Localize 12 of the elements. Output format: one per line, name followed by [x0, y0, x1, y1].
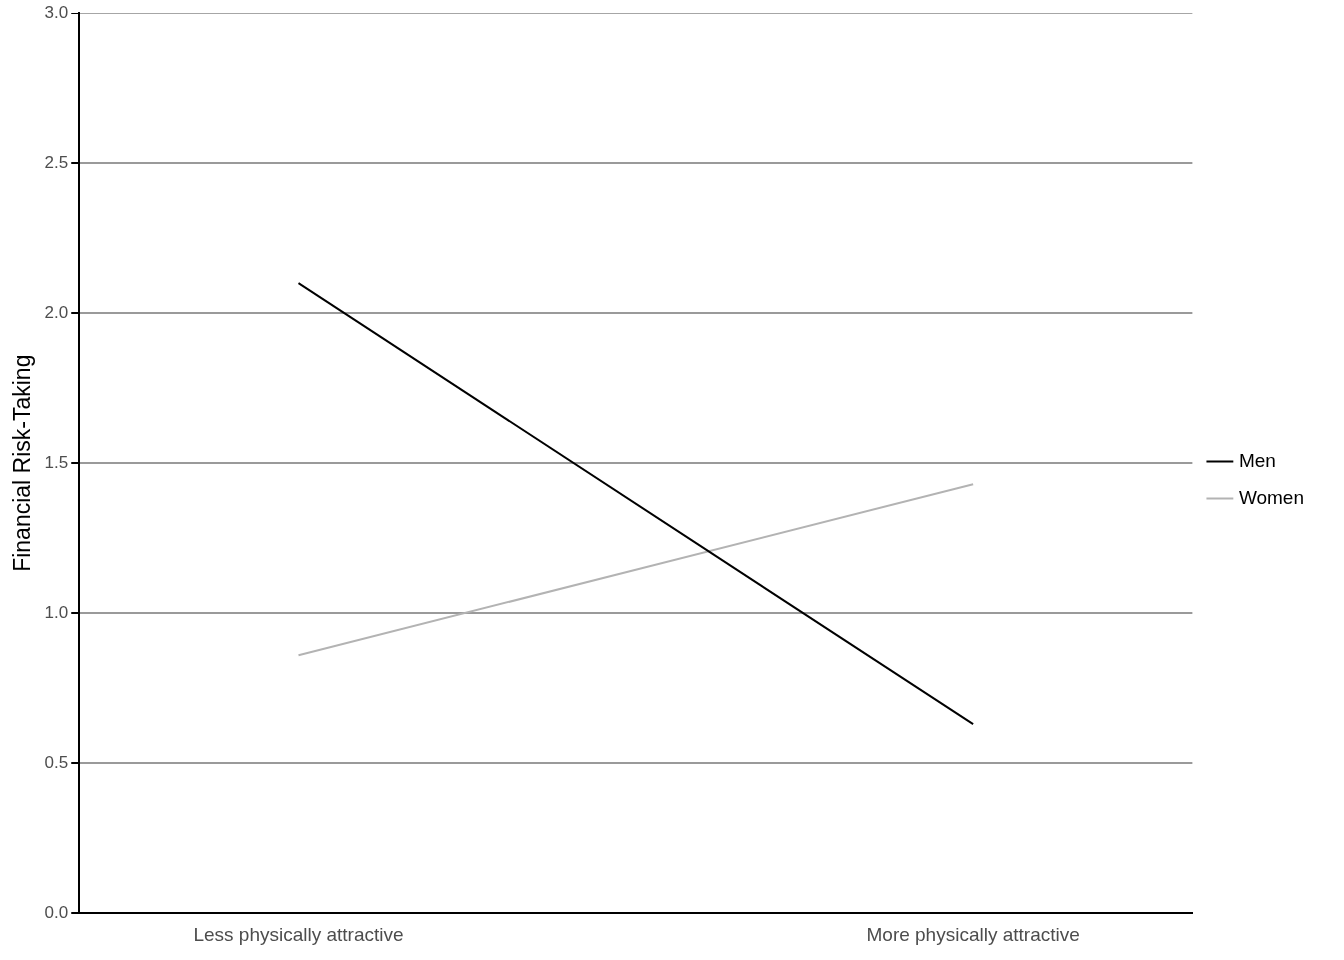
- legend-label: Women: [1238, 486, 1305, 508]
- x-tick-label: More physically attractive: [866, 923, 1080, 945]
- y-axis-title: Financial Risk-Taking: [9, 354, 36, 572]
- y-tick-label: 0.0: [44, 902, 69, 922]
- legend-label: Men: [1238, 449, 1276, 471]
- y-tick-label: 1.0: [44, 602, 69, 622]
- y-tick-label: 3.0: [44, 2, 69, 22]
- x-tick-label: Less physically attractive: [193, 923, 404, 945]
- y-tick-label: 2.5: [44, 152, 69, 172]
- y-tick-label: 2.0: [44, 302, 69, 322]
- y-tick-label: 1.5: [44, 452, 69, 472]
- y-tick-label: 0.5: [44, 752, 69, 772]
